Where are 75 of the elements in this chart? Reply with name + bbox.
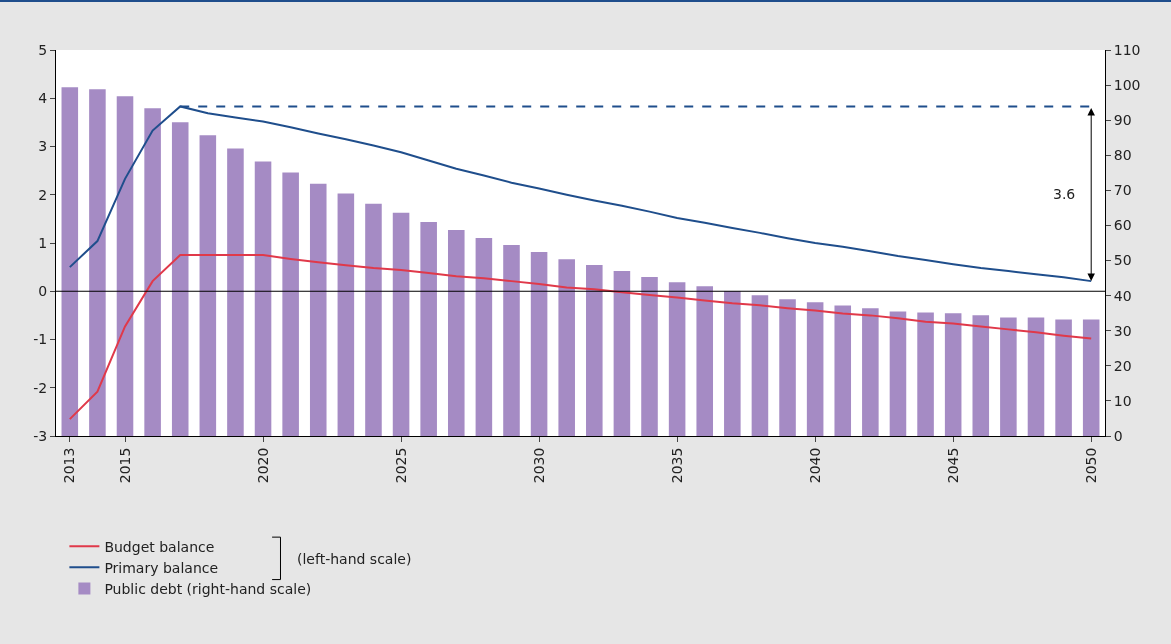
y-tick-label: 5	[38, 41, 48, 58]
bar	[806, 302, 824, 436]
y-tick-label: -1	[33, 331, 48, 348]
y2-tick-label: 30	[1113, 322, 1132, 339]
y-tick-label: 2	[38, 186, 48, 203]
y-tick-label: -2	[33, 379, 48, 396]
line-series	[68, 254, 1093, 421]
bar	[586, 265, 603, 436]
bar	[282, 172, 299, 436]
bar	[751, 295, 769, 436]
bar	[917, 312, 934, 436]
bar	[641, 277, 658, 436]
bar	[889, 311, 907, 436]
bar	[420, 221, 437, 436]
bar	[309, 183, 327, 436]
bar	[944, 313, 962, 436]
bar	[1055, 319, 1072, 436]
legend-label: Public debt (right-hand scale)	[104, 581, 312, 598]
bar	[254, 161, 272, 436]
bar	[392, 212, 410, 436]
bar	[1082, 319, 1100, 436]
bar	[227, 148, 244, 436]
y2-tick-label: 80	[1113, 147, 1132, 164]
y2-tick-label: 50	[1113, 252, 1132, 269]
bar	[834, 305, 852, 436]
y-tick-label: 4	[38, 90, 48, 107]
y-tick-label: 3	[38, 138, 48, 155]
legend-label: Primary balance	[104, 559, 219, 576]
y2-tick-label: 70	[1113, 182, 1132, 199]
y2-tick-label: 110	[1113, 41, 1141, 58]
y2-tick-label: 20	[1113, 357, 1132, 374]
bar	[171, 122, 189, 436]
bar	[447, 230, 465, 436]
y-tick-label: -3	[33, 427, 48, 444]
x-tick-label: 2035	[668, 447, 685, 484]
bar	[668, 282, 686, 436]
y-tick-label: 1	[38, 234, 48, 251]
y2-tick-label: 100	[1113, 76, 1141, 93]
bar	[144, 108, 161, 436]
x-tick-label: 2013	[61, 447, 78, 484]
bar	[724, 291, 741, 436]
x-tick-label: 2020	[254, 447, 271, 484]
bar	[116, 96, 134, 436]
x-tick-label: 2030	[530, 447, 547, 484]
bar	[696, 286, 714, 436]
y2-tick-label: 60	[1113, 217, 1132, 234]
bar	[89, 89, 106, 436]
x-tick-label: 2045	[944, 447, 961, 484]
y2-tick-label: 90	[1113, 112, 1132, 129]
bar	[972, 315, 990, 436]
x-tick-label: 2050	[1082, 447, 1099, 484]
legend-label: Budget balance	[104, 538, 215, 555]
bar	[503, 245, 520, 436]
bar	[530, 252, 548, 436]
bar	[61, 87, 79, 436]
bar	[199, 135, 217, 436]
bar	[558, 259, 575, 436]
x-tick-label: 2015	[116, 447, 133, 484]
annotation: 3.6	[1053, 186, 1076, 202]
bar	[337, 193, 355, 436]
bar	[475, 238, 493, 436]
y2-tick-label: 40	[1113, 287, 1132, 304]
y2-tick-label: 10	[1113, 392, 1132, 409]
x-tick-label: 2025	[392, 447, 409, 484]
bar	[1000, 317, 1017, 436]
y-tick-label: 0	[38, 283, 48, 300]
bar	[365, 203, 382, 436]
text: (left-hand scale)	[297, 551, 412, 567]
bar	[862, 308, 879, 436]
bar	[613, 271, 631, 436]
bar	[779, 299, 796, 436]
y2-tick-label: 0	[1113, 427, 1123, 444]
bar	[1027, 317, 1045, 436]
x-tick-label: 2040	[806, 447, 823, 484]
line-series	[68, 105, 1093, 283]
